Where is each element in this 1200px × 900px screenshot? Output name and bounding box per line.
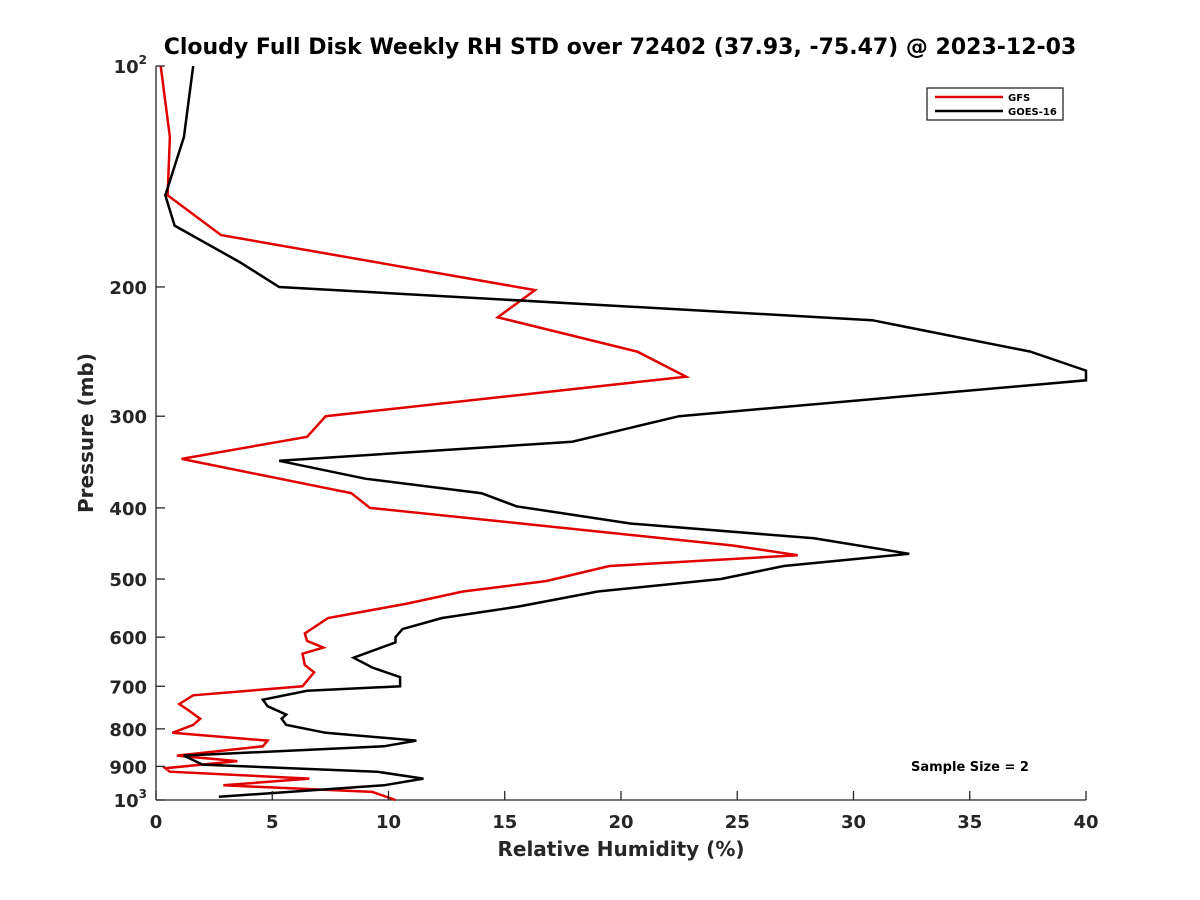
y-tick-label: 900 [109,757,147,778]
legend-box [926,87,1064,121]
y-tick-label: 200 [109,278,147,299]
y-tick-label: 700 [109,677,147,698]
legend: GFS GOES-16 [926,87,1064,121]
x-tick-label: 15 [492,812,517,833]
y-tick-label: 300 [109,407,147,428]
legend-label-goes16: GOES-16 [1008,107,1057,118]
x-tick-label: 20 [608,812,633,833]
y-tick-label: 600 [109,628,147,649]
y-tick-label: 103 [114,787,147,812]
x-tick-label: 10 [376,812,401,833]
y-tick-label: 400 [109,499,147,520]
x-axis-ticks: 0 5 10 15 20 25 30 35 40 [150,791,1099,833]
x-tick-label: 25 [725,812,750,833]
y-tick-label: 102 [114,53,147,78]
x-tick-label: 0 [150,812,163,833]
x-tick-label: 5 [266,812,279,833]
y-tick-label: 500 [109,570,147,591]
series-line-gfs [159,65,798,802]
series-line-goes-16 [163,65,1088,799]
x-tick-label: 40 [1073,812,1098,833]
x-axis-label: Relative Humidity (%) [497,837,744,861]
series-layer [159,65,1088,802]
x-tick-label: 35 [957,812,982,833]
y-tick-label: 800 [109,720,147,741]
x-tick-label: 30 [841,812,866,833]
legend-label-gfs: GFS [1008,93,1030,104]
chart-title: Cloudy Full Disk Weekly RH STD over 7240… [164,35,1077,60]
y-axis-ticks: 102 200 300 400 500 600 700 800 900 103 [109,53,165,812]
y-axis-label: Pressure (mb) [74,353,98,513]
sample-size-annotation: Sample Size = 2 [911,760,1029,775]
plot-area: 0 5 10 15 20 25 30 35 40 102 200 300 400 500 600 700 80… [109,53,1098,833]
